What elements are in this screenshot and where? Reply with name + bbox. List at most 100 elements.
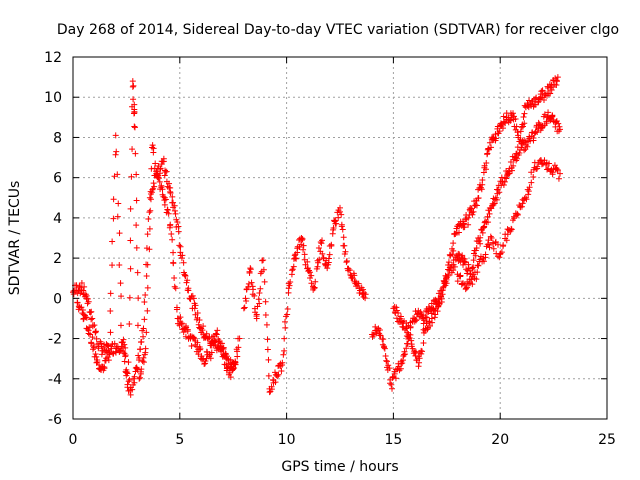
data-point — [330, 224, 337, 231]
data-point — [408, 337, 415, 344]
data-point — [149, 142, 156, 149]
data-point — [376, 326, 383, 333]
y-tick-label: 0 — [53, 291, 62, 307]
data-point — [84, 295, 91, 302]
data-point — [126, 321, 133, 328]
data-point — [245, 284, 252, 291]
y-axis-label: SDTVAR / TECUs — [7, 181, 23, 296]
data-point — [300, 242, 307, 249]
data-point — [484, 241, 491, 248]
data-point — [438, 294, 445, 301]
data-point — [171, 275, 178, 282]
data-point — [355, 280, 362, 287]
data-point — [555, 120, 562, 127]
data-point — [231, 364, 238, 371]
data-point — [89, 315, 96, 322]
data-point — [459, 252, 466, 259]
data-point — [229, 366, 236, 373]
data-point — [112, 132, 119, 139]
data-point — [86, 324, 93, 331]
data-point — [160, 158, 167, 165]
data-point — [182, 272, 189, 279]
data-point — [307, 269, 314, 276]
data-point — [93, 335, 100, 342]
data-point — [108, 345, 115, 352]
data-point — [146, 194, 153, 201]
data-point — [461, 255, 468, 262]
data-point — [93, 353, 100, 360]
data-point — [492, 135, 499, 142]
data-point — [83, 292, 90, 299]
data-point — [498, 249, 505, 256]
data-point — [508, 226, 515, 233]
data-point — [154, 165, 161, 172]
data-point — [137, 346, 144, 353]
data-point — [422, 313, 429, 320]
data-point — [248, 279, 255, 286]
data-point — [177, 243, 184, 250]
data-point — [169, 193, 176, 200]
x-tick-label: 0 — [69, 432, 78, 448]
data-point — [194, 339, 201, 346]
data-point — [220, 351, 227, 358]
data-point — [286, 282, 293, 289]
data-point — [197, 345, 204, 352]
data-point — [130, 96, 137, 103]
data-point — [224, 353, 231, 360]
data-point — [274, 373, 281, 380]
data-point — [514, 211, 521, 218]
data-point — [129, 146, 136, 153]
data-point — [89, 334, 96, 341]
data-point — [486, 244, 493, 251]
data-point — [116, 262, 123, 269]
data-point — [435, 299, 442, 306]
data-point — [251, 292, 258, 299]
data-point — [116, 230, 123, 237]
data-point — [169, 236, 176, 243]
data-point — [298, 241, 305, 248]
data-point — [557, 126, 564, 133]
data-point — [345, 265, 352, 272]
data-point — [324, 265, 331, 272]
data-point — [259, 257, 266, 264]
y-tick-label: 2 — [53, 251, 62, 267]
data-point — [256, 290, 263, 297]
data-point — [240, 305, 247, 312]
data-point — [200, 323, 207, 330]
data-point — [264, 336, 271, 343]
data-point — [134, 366, 141, 373]
data-point — [386, 365, 393, 372]
data-point — [110, 196, 117, 203]
data-point — [83, 314, 90, 321]
data-point — [530, 173, 537, 180]
data-point — [483, 166, 490, 173]
y-tick-label: -2 — [48, 332, 62, 348]
data-point — [223, 361, 230, 368]
data-point — [78, 280, 85, 287]
data-point — [319, 237, 326, 244]
data-point — [518, 124, 525, 131]
data-point — [88, 316, 95, 323]
data-point — [536, 121, 543, 128]
data-point — [335, 214, 342, 221]
data-point — [262, 298, 269, 305]
data-point — [70, 291, 77, 298]
data-point — [170, 260, 177, 267]
data-point — [234, 353, 241, 360]
data-point — [141, 316, 148, 323]
data-point — [486, 139, 493, 146]
data-point — [524, 143, 531, 150]
data-point — [109, 262, 116, 269]
data-point — [497, 250, 504, 257]
data-point — [445, 259, 452, 266]
data-point — [488, 144, 495, 151]
data-point — [126, 294, 133, 301]
data-point — [138, 366, 145, 373]
data-point — [521, 137, 528, 144]
data-point — [546, 160, 553, 167]
data-point — [115, 200, 122, 207]
data-point — [142, 345, 149, 352]
data-point — [81, 283, 88, 290]
data-point — [139, 358, 146, 365]
data-point — [470, 208, 477, 215]
